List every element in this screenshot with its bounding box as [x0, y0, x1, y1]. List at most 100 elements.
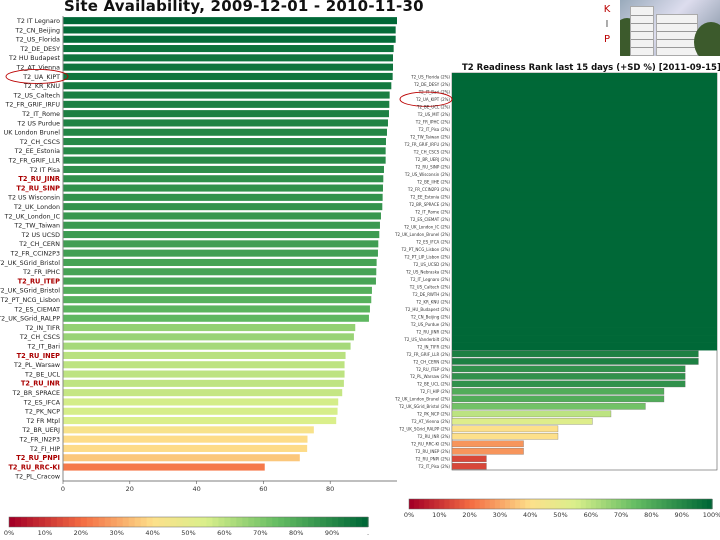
- right-colorbar-swatch: [474, 499, 481, 509]
- right-category-label: T2_US_Caltech (2%): [409, 284, 451, 289]
- left-category-label: T2_BR_UERJ: [21, 427, 60, 434]
- right-colorbar-swatch: [464, 499, 471, 509]
- right-colorbar-swatch: [424, 499, 430, 509]
- left-category-label: T2_UK_London_IC: [4, 213, 61, 220]
- left-bar: [63, 100, 390, 108]
- right-category-label: T2_PL_Warsaw (2%): [409, 374, 450, 379]
- right-colorbar-swatch: [515, 499, 521, 509]
- right-bar: [451, 373, 686, 380]
- right-colorbar-swatch: [676, 499, 683, 509]
- right-bar: [452, 320, 717, 328]
- right-bar: [452, 275, 717, 284]
- left-bar: [63, 72, 393, 80]
- right-bar: [452, 282, 717, 291]
- right-category-label: T2_US_Nebraska (2%): [405, 269, 451, 274]
- right-colorbar-swatch: [565, 499, 572, 509]
- right-colorbar-label: 10%: [432, 511, 446, 519]
- left-colorbar-swatch: [146, 517, 154, 527]
- right-colorbar-swatch: [520, 499, 526, 509]
- right-bar: [452, 185, 717, 194]
- right-bar: [451, 380, 686, 388]
- left-category-label: T2_UA_KIPT: [22, 74, 60, 81]
- left-colorbar-label: 10%: [38, 529, 52, 537]
- left-colorbar-swatch: [290, 517, 297, 527]
- right-colorbar-swatch: [560, 499, 567, 509]
- right-colorbar-swatch: [469, 499, 476, 509]
- right-colorbar-swatch: [575, 499, 582, 509]
- right-category-label: T2_DE_RWTH (2%): [412, 292, 451, 297]
- right-category-label: T2_FR_CCIN2P3 (2%): [407, 187, 451, 192]
- left-bar: [63, 444, 308, 452]
- left-bar: [63, 212, 381, 220]
- left-bar: [63, 175, 384, 183]
- left-category-label: T2 HU Budapest: [8, 55, 61, 62]
- left-category-label: T2_ES_IFCA: [23, 399, 61, 406]
- right-category-label: T2_EE_Estonia (2%): [409, 194, 450, 199]
- right-circled-marker: [399, 91, 453, 107]
- right-colorbar-swatch: [454, 499, 461, 509]
- right-colorbar-swatch: [530, 499, 536, 509]
- left-category-label: T2 IT Legnaro: [16, 18, 60, 25]
- left-category-label: T2_ES_CIEMAT: [14, 306, 61, 313]
- right-colorbar-swatch: [459, 499, 466, 509]
- right-bar: [452, 335, 717, 343]
- right-category-label: T2_FR_IPHC (2%): [415, 120, 451, 125]
- left-colorbar-swatch: [50, 517, 58, 527]
- left-category-label: T2_UK_SGrid_Bristol: [0, 260, 60, 267]
- left-colorbar-swatch: [92, 517, 100, 527]
- left-category-label: T2_AT_Vienna: [16, 64, 61, 71]
- left-colorbar-swatch: [344, 517, 351, 527]
- left-colorbar-swatch: [158, 517, 166, 527]
- left-bar: [63, 407, 338, 415]
- left-bar: [63, 333, 354, 341]
- right-bar: [451, 395, 665, 403]
- right-category-label: T2_US_UCSD (2%): [412, 262, 450, 267]
- right-category-label: T2_CH_CERN (2%): [412, 359, 450, 364]
- right-bar: [452, 73, 717, 81]
- right-category-label: T2_UK_London_IC (2%): [403, 224, 450, 229]
- right-colorbar-swatch: [479, 499, 486, 509]
- left-category-label: T2_FR_GRIF_LLR: [8, 157, 61, 164]
- left-colorbar-label: 90%: [325, 529, 339, 537]
- right-bar: [452, 140, 717, 149]
- right-category-label: T2_IT_Legnaro (2%): [410, 277, 451, 282]
- left-bar: [63, 128, 387, 136]
- left-category-label: T2_CH_CERN: [18, 241, 60, 248]
- left-colorbar-swatch: [164, 517, 172, 527]
- right-category-label: T2_CN_Beijing (2%): [410, 314, 451, 319]
- right-colorbar-swatch: [701, 499, 708, 509]
- right-colorbar-label: 60%: [584, 511, 598, 519]
- left-category-label: T2_BE_UCL: [24, 371, 60, 378]
- right-colorbar-swatch: [434, 499, 440, 509]
- left-colorbar-swatch: [80, 517, 88, 527]
- right-category-label: T2_UK_SGrid_RALPP (2%): [398, 427, 450, 432]
- right-bar: [452, 327, 717, 336]
- left-colorbar-swatch: [308, 517, 315, 527]
- right-colorbar-swatch: [621, 499, 627, 509]
- right-colorbar-swatch: [439, 499, 445, 509]
- right-colorbar-swatch: [646, 499, 652, 509]
- left-colorbar-swatch: [134, 517, 142, 527]
- left-bar: [63, 203, 383, 211]
- right-category-label: T2_ES_IFCA (2%): [415, 239, 450, 244]
- chart-title-right: T2 Readiness Rank last 15 days (+SD %) […: [462, 63, 720, 73]
- right-colorbar-swatch: [510, 499, 516, 509]
- building-photo: [620, 0, 720, 56]
- left-bar: [63, 26, 396, 34]
- right-bar: [452, 87, 717, 96]
- left-colorbar-label: 30%: [109, 529, 123, 537]
- left-colorbar-swatch: [194, 517, 202, 527]
- right-colorbar-swatch: [414, 499, 420, 509]
- left-colorbar-label: 80%: [289, 529, 303, 537]
- right-bar: [452, 312, 717, 321]
- left-category-label: T2_US_Caltech: [12, 92, 60, 99]
- right-colorbar-swatch: [504, 499, 511, 509]
- left-category-label: T2_RU_SINP: [16, 184, 60, 192]
- right-colorbar-swatch: [580, 499, 587, 509]
- right-colorbar-swatch: [616, 499, 622, 509]
- left-category-label: T2_BR_SPRACE: [12, 390, 60, 397]
- right-category-label: T2_BR_SPRACE (2%): [408, 202, 450, 207]
- left-bar: [63, 221, 380, 229]
- right-category-label: T2_IT_Pisa (2%): [418, 464, 451, 469]
- left-bar: [63, 379, 344, 387]
